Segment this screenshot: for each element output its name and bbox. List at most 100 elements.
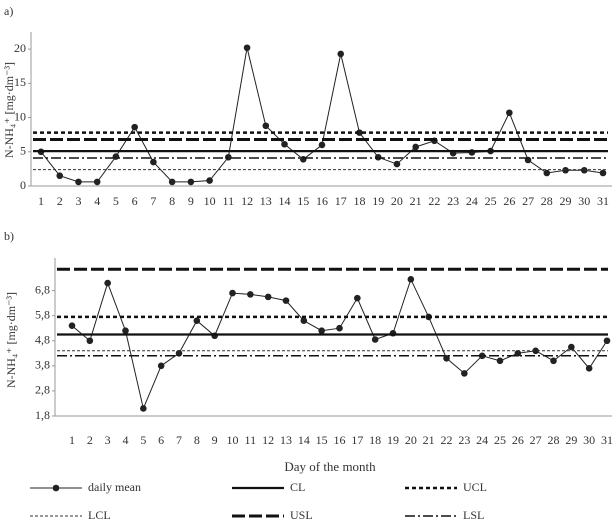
- data-point: [247, 291, 254, 298]
- x-tick-label: 15: [297, 194, 309, 208]
- data-point: [356, 129, 363, 136]
- x-tick-label: 20: [391, 194, 403, 208]
- x-tick-label: 26: [503, 194, 515, 208]
- data-point: [336, 324, 343, 332]
- x-tick-label: 20: [405, 433, 417, 447]
- data-point: [68, 322, 76, 330]
- y-tick-label: 20: [14, 41, 26, 55]
- data-point: [122, 327, 129, 335]
- y-tick-label: 2,8: [35, 383, 50, 397]
- data-point: [86, 337, 94, 345]
- x-tick-label: 22: [428, 194, 440, 208]
- data-point: [532, 347, 539, 355]
- x-tick-label: 19: [372, 194, 384, 208]
- x-tick-label: 11: [245, 433, 257, 447]
- x-tick-label: 4: [94, 194, 100, 208]
- x-tick-label: 7: [150, 194, 156, 208]
- x-tick-label: 25: [485, 194, 497, 208]
- x-tick-label: 12: [262, 433, 274, 447]
- x-tick-label: 31: [597, 194, 609, 208]
- data-point: [281, 140, 288, 148]
- data-point: [150, 158, 157, 166]
- y-axis-label: N-NH₄⁺ [mg·dm⁻³]: [2, 62, 16, 158]
- legend-label: LCL: [88, 508, 111, 522]
- data-point: [603, 337, 611, 345]
- x-tick-label: 7: [176, 433, 182, 447]
- data-point: [225, 153, 232, 161]
- x-tick-label: 24: [466, 194, 478, 208]
- x-tick-label: 26: [512, 433, 524, 447]
- legend-label: UCL: [463, 480, 487, 494]
- x-tick-label: 15: [316, 433, 328, 447]
- data-point: [496, 357, 504, 365]
- y-tick-label: 5: [20, 144, 26, 158]
- data-point: [585, 365, 593, 372]
- data-point: [393, 160, 401, 168]
- data-point: [157, 362, 165, 370]
- y-tick-label: 3,8: [35, 358, 50, 372]
- x-tick-label: 28: [541, 194, 553, 208]
- x-tick-label: 23: [458, 433, 470, 447]
- x-tick-label: 10: [227, 433, 239, 447]
- x-tick-label: 29: [560, 194, 572, 208]
- legend-label: daily mean: [88, 480, 141, 494]
- x-tick-label: 27: [530, 433, 542, 447]
- data-point: [56, 172, 64, 180]
- x-tick-label: 11: [223, 194, 235, 208]
- data-point: [599, 169, 607, 177]
- x-tick-label: 27: [522, 194, 534, 208]
- x-tick-label: 8: [169, 194, 175, 208]
- data-point: [243, 44, 251, 52]
- x-tick-label: 14: [279, 194, 291, 208]
- x-tick-label: 23: [447, 194, 459, 208]
- data-point: [229, 289, 236, 297]
- x-tick-label: 16: [316, 194, 328, 208]
- x-tick-label: 18: [353, 194, 365, 208]
- y-tick-label: 0: [20, 178, 26, 192]
- x-tick-label: 2: [87, 433, 93, 447]
- legend-label: USL: [290, 508, 313, 522]
- y-tick-label: 4,8: [35, 333, 50, 347]
- data-point: [506, 109, 513, 117]
- data-point: [371, 336, 379, 343]
- x-tick-label: 17: [351, 433, 363, 447]
- x-tick-label: 4: [123, 433, 129, 447]
- data-point: [337, 50, 345, 58]
- x-tick-label: 8: [194, 433, 200, 447]
- x-tick-label: 28: [548, 433, 560, 447]
- data-point: [264, 293, 272, 301]
- data-point: [461, 370, 468, 377]
- x-tick-label: 3: [105, 433, 111, 447]
- legend-label: LSL: [463, 508, 484, 522]
- x-tick-label: 22: [441, 433, 453, 447]
- data-point: [407, 276, 415, 283]
- data-point: [543, 169, 551, 177]
- x-tick-label: 30: [578, 194, 590, 208]
- data-point: [568, 343, 575, 351]
- data-point: [104, 279, 111, 287]
- x-tick-label: 16: [334, 433, 346, 447]
- x-tick-label: 6: [158, 433, 164, 447]
- x-tick-label: 9: [212, 433, 218, 447]
- x-tick-label: 25: [494, 433, 506, 447]
- data-point: [131, 123, 138, 131]
- y-tick-label: 1,8: [35, 408, 50, 422]
- x-tick-label: 12: [241, 194, 253, 208]
- data-point: [412, 143, 419, 151]
- data-point: [299, 156, 307, 163]
- data-point: [262, 122, 270, 130]
- data-point: [478, 352, 486, 360]
- x-tick-label: 21: [423, 433, 435, 447]
- legend-label: CL: [290, 480, 305, 494]
- x-tick-label: 5: [113, 194, 119, 208]
- data-point: [168, 178, 176, 186]
- data-line: [71, 277, 608, 411]
- data-point: [282, 297, 290, 304]
- panel-label: b): [4, 229, 14, 243]
- data-point: [443, 355, 450, 362]
- data-point: [140, 405, 147, 412]
- data-point: [300, 317, 308, 324]
- data-point: [354, 294, 361, 302]
- x-tick-label: 17: [335, 194, 347, 208]
- data-point: [318, 141, 326, 149]
